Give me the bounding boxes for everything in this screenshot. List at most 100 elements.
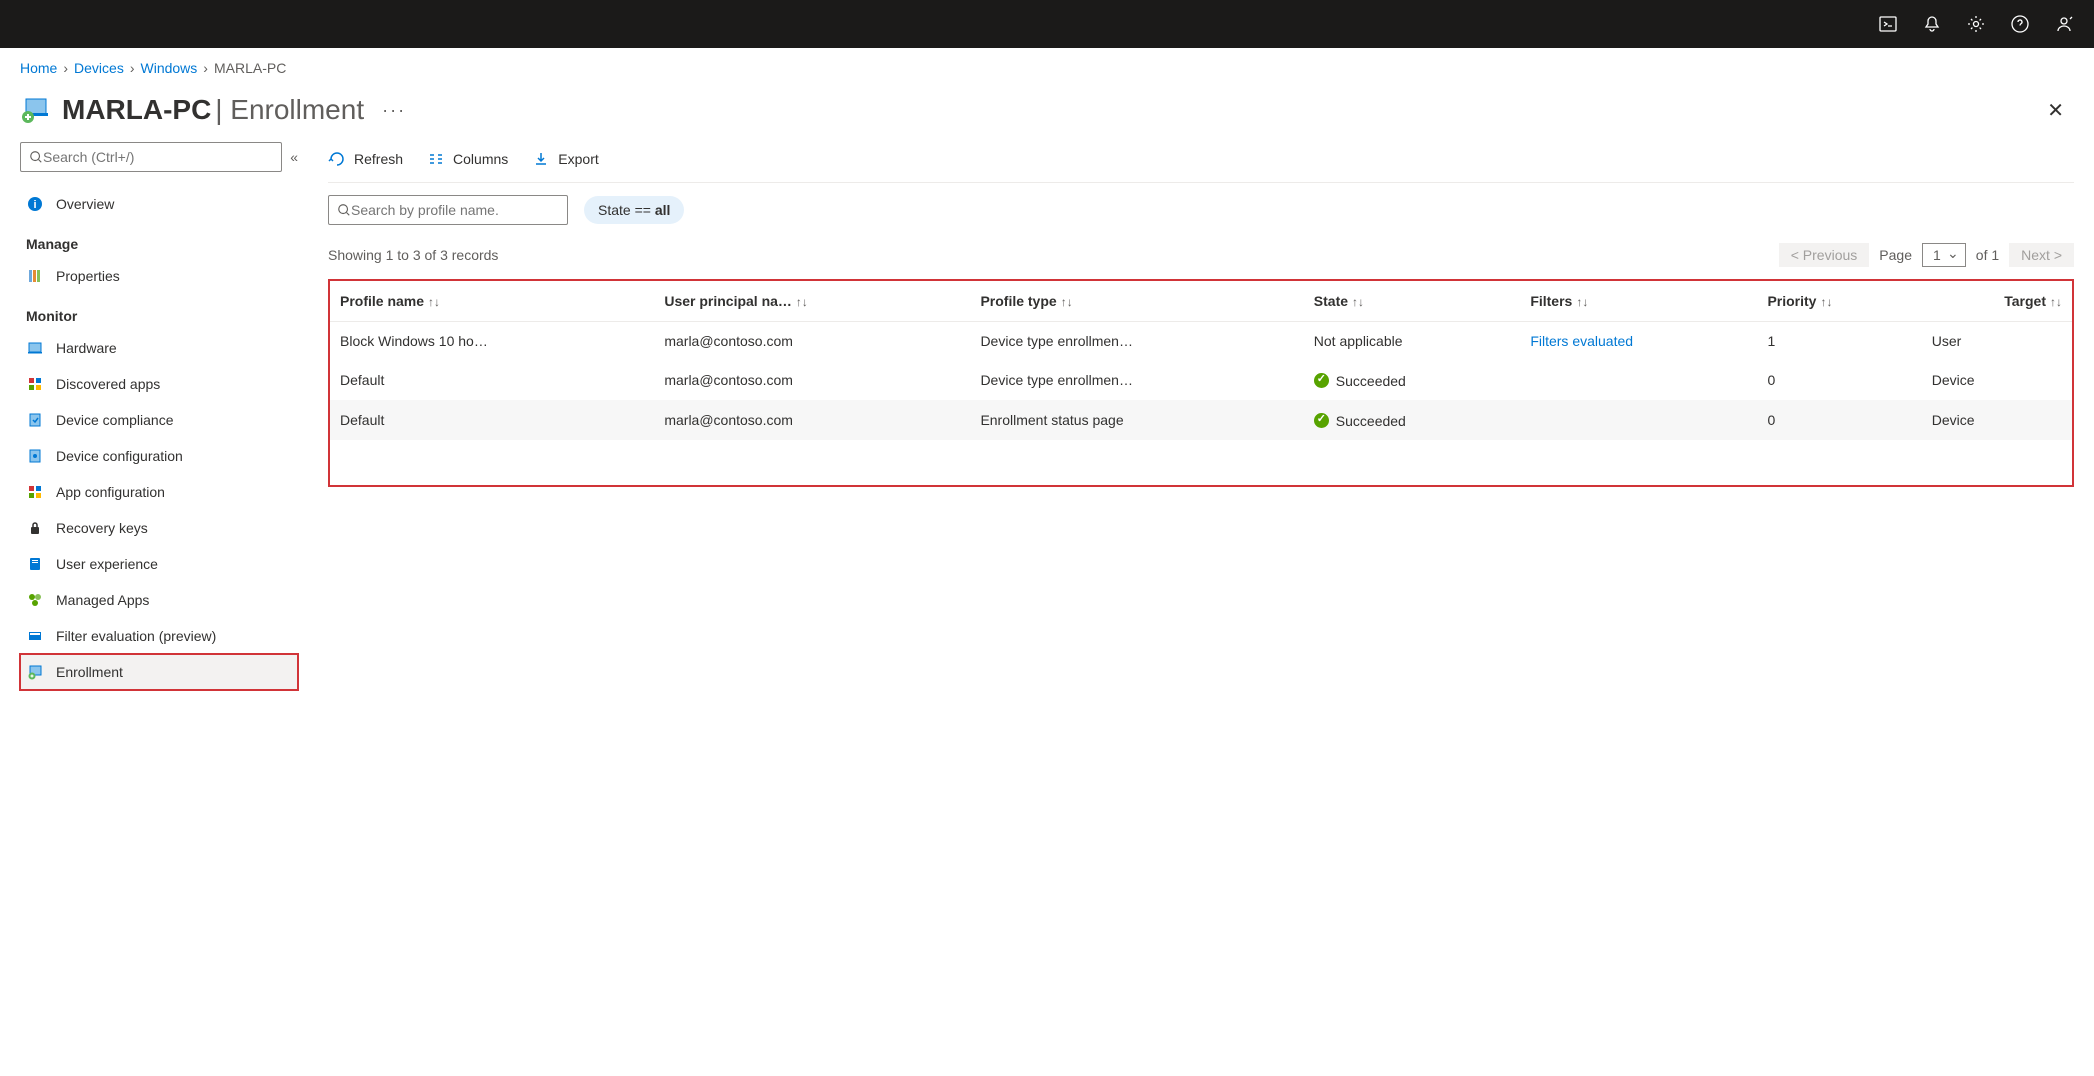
top-app-bar <box>0 0 2094 48</box>
lock-icon <box>26 519 44 537</box>
table-row[interactable]: Defaultmarla@contoso.comDevice type enro… <box>330 360 2072 400</box>
sidebar-search-input[interactable] <box>43 149 273 165</box>
sort-icon: ↑↓ <box>1061 295 1073 309</box>
page-label: Page <box>1879 247 1912 263</box>
records-count: Showing 1 to 3 of 3 records <box>328 247 498 263</box>
download-icon <box>532 150 550 168</box>
sidebar-item-user-experience[interactable]: User experience <box>20 546 298 582</box>
sidebar-item-overview[interactable]: i Overview <box>20 186 298 222</box>
cell-target: Device <box>1922 400 2072 440</box>
toolbar: Refresh Columns Export <box>328 142 2074 183</box>
cell-state: Not applicable <box>1304 322 1521 361</box>
collapse-sidebar-icon[interactable]: « <box>290 149 298 165</box>
sidebar-item-label: Recovery keys <box>56 520 148 536</box>
table-row[interactable]: Block Windows 10 ho…marla@contoso.comDev… <box>330 322 2072 361</box>
enrollment-table-highlighted: Profile name↑↓ User principal na…↑↓ Prof… <box>328 279 2074 487</box>
column-header-priority[interactable]: Priority↑↓ <box>1757 281 1921 322</box>
column-header-state[interactable]: State↑↓ <box>1304 281 1521 322</box>
close-blade-icon[interactable]: ✕ <box>2047 98 2074 123</box>
column-header-target[interactable]: Target↑↓ <box>1922 281 2072 322</box>
compliance-icon <box>26 411 44 429</box>
page-title-separator: | <box>215 94 230 125</box>
columns-button[interactable]: Columns <box>427 150 508 168</box>
breadcrumb-separator: › <box>203 60 208 76</box>
more-actions-icon[interactable]: ··· <box>382 100 406 121</box>
breadcrumb-devices[interactable]: Devices <box>74 60 124 76</box>
cell-state: Succeeded <box>1304 360 1521 400</box>
sidebar-item-label: Filter evaluation (preview) <box>56 628 216 644</box>
cell-state: Succeeded <box>1304 400 1521 440</box>
sidebar-item-managed-apps[interactable]: Managed Apps <box>20 582 298 618</box>
sidebar-item-label: Hardware <box>56 340 117 356</box>
breadcrumb-windows[interactable]: Windows <box>141 60 198 76</box>
info-icon: i <box>26 195 44 213</box>
help-icon[interactable] <box>2010 14 2030 34</box>
enrollment-icon <box>26 663 44 681</box>
column-header-profile-name[interactable]: Profile name↑↓ <box>330 281 654 322</box>
hardware-icon <box>26 339 44 357</box>
sidebar-item-device-configuration[interactable]: Device configuration <box>20 438 298 474</box>
cell-profile-type: Enrollment status page <box>970 400 1303 440</box>
sidebar-item-label: Device configuration <box>56 448 183 464</box>
cell-target: User <box>1922 322 2072 361</box>
breadcrumb: Home › Devices › Windows › MARLA-PC <box>0 48 2094 88</box>
settings-icon[interactable] <box>1966 14 1986 34</box>
cell-target: Device <box>1922 360 2072 400</box>
next-page-button[interactable]: Next > <box>2009 243 2074 267</box>
sidebar-section-monitor: Monitor <box>20 294 298 330</box>
sort-icon: ↑↓ <box>1576 295 1588 309</box>
previous-page-button[interactable]: < Previous <box>1779 243 1870 267</box>
search-icon <box>29 150 43 164</box>
sidebar-item-device-compliance[interactable]: Device compliance <box>20 402 298 438</box>
sort-icon: ↑↓ <box>1352 295 1364 309</box>
table-row[interactable]: Defaultmarla@contoso.comEnrollment statu… <box>330 400 2072 440</box>
feedback-icon[interactable] <box>2054 14 2074 34</box>
pagination: < Previous Page 1 of 1 Next > <box>1779 243 2074 267</box>
page-title-main: MARLA-PC <box>62 94 211 125</box>
sidebar-item-label: Properties <box>56 268 120 284</box>
sidebar-item-label: Managed Apps <box>56 592 149 608</box>
column-header-profile-type[interactable]: Profile type↑↓ <box>970 281 1303 322</box>
profile-search[interactable] <box>328 195 568 225</box>
column-header-filters[interactable]: Filters↑↓ <box>1520 281 1757 322</box>
device-icon <box>20 95 50 125</box>
state-filter-pill[interactable]: State == all <box>584 196 684 224</box>
app-config-icon <box>26 483 44 501</box>
sidebar-item-app-configuration[interactable]: App configuration <box>20 474 298 510</box>
sidebar-item-filter-evaluation[interactable]: Filter evaluation (preview) <box>20 618 298 654</box>
book-icon <box>26 555 44 573</box>
breadcrumb-current: MARLA-PC <box>214 60 286 76</box>
export-button[interactable]: Export <box>532 150 598 168</box>
refresh-button[interactable]: Refresh <box>328 150 403 168</box>
toolbar-label: Columns <box>453 151 508 167</box>
column-header-upn[interactable]: User principal na…↑↓ <box>654 281 970 322</box>
success-icon <box>1314 373 1329 388</box>
sidebar-item-hardware[interactable]: Hardware <box>20 330 298 366</box>
success-icon <box>1314 413 1329 428</box>
search-icon <box>337 203 351 217</box>
cell-profile-type: Device type enrollmen… <box>970 360 1303 400</box>
page-title: MARLA-PC | Enrollment <box>62 94 364 126</box>
sidebar-item-recovery-keys[interactable]: Recovery keys <box>20 510 298 546</box>
sort-icon: ↑↓ <box>796 295 808 309</box>
breadcrumb-home[interactable]: Home <box>20 60 57 76</box>
cloud-shell-icon[interactable] <box>1878 14 1898 34</box>
sidebar-item-properties[interactable]: Properties <box>20 258 298 294</box>
sidebar-item-label: Overview <box>56 196 114 212</box>
sidebar-item-enrollment[interactable]: Enrollment <box>20 654 298 690</box>
profile-search-input[interactable] <box>351 202 559 218</box>
filters-evaluated-link[interactable]: Filters evaluated <box>1530 333 1633 349</box>
notifications-icon[interactable] <box>1922 14 1942 34</box>
sidebar-item-discovered-apps[interactable]: Discovered apps <box>20 366 298 402</box>
sidebar-section-manage: Manage <box>20 222 298 258</box>
cell-profile-name: Default <box>330 360 654 400</box>
cell-priority: 1 <box>1757 322 1921 361</box>
sort-icon: ↑↓ <box>428 295 440 309</box>
cell-upn: marla@contoso.com <box>654 360 970 400</box>
apps-icon <box>26 375 44 393</box>
refresh-icon <box>328 150 346 168</box>
pill-value: all <box>655 202 671 218</box>
sidebar-search[interactable] <box>20 142 282 172</box>
page-select[interactable]: 1 <box>1922 243 1966 267</box>
sidebar-item-label: User experience <box>56 556 158 572</box>
